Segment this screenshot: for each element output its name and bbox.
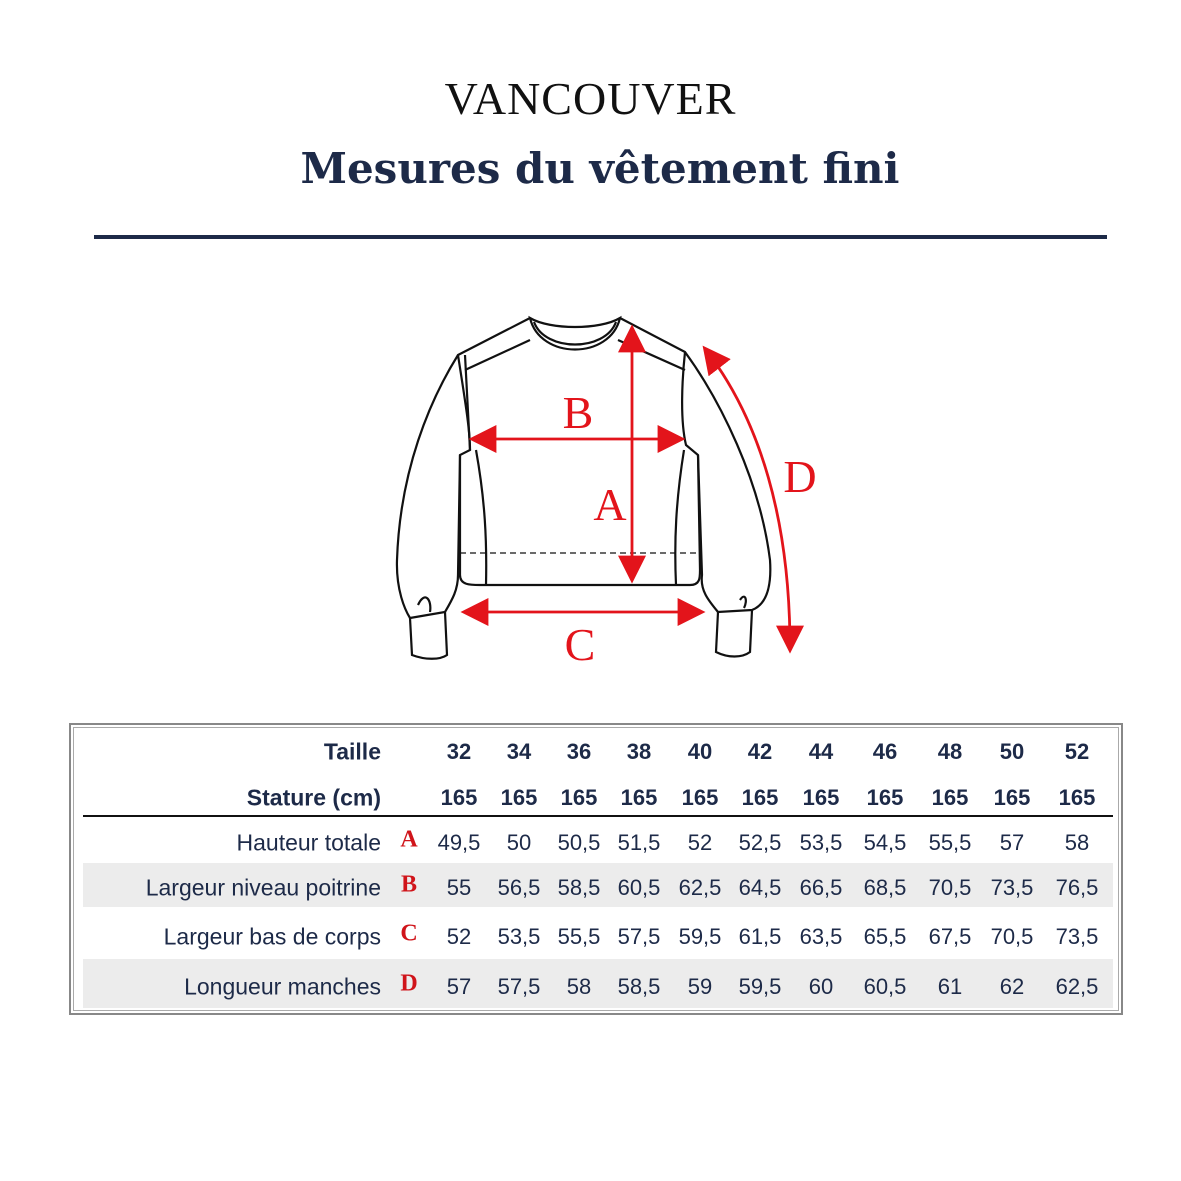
size-table	[69, 723, 1123, 1015]
stature-cell: 165	[741, 785, 779, 810]
size-label: Taille	[323, 738, 381, 765]
table-cell: 57,5	[497, 974, 541, 999]
divider	[94, 235, 1107, 239]
label-a: A	[593, 479, 626, 530]
sweater-diagram: A B C D	[395, 315, 817, 670]
row-label: Largeur bas de corps	[163, 923, 381, 950]
stature-cell: 165	[681, 785, 719, 810]
table-cell: 73,5	[990, 875, 1034, 900]
row-band	[83, 959, 1113, 1008]
table-cell: 49,5	[437, 830, 481, 855]
table-cell: 63,5	[799, 924, 843, 949]
table-cell: 56,5	[497, 875, 541, 900]
table-cell: 55,5	[557, 924, 601, 949]
measure-letter: B	[400, 871, 418, 898]
sweater-outline	[395, 315, 772, 660]
table-cell: 62,5	[678, 875, 722, 900]
table-cell: 53,5	[497, 924, 541, 949]
table-cell: 52	[687, 830, 713, 855]
table-cell: 68,5	[863, 875, 907, 900]
table-cell: 57,5	[617, 924, 661, 949]
table-cell: 61,5	[738, 924, 782, 949]
stature-cell: 165	[1058, 785, 1096, 810]
label-c: C	[565, 619, 596, 670]
stature-cell: 165	[560, 785, 598, 810]
size-header: 48	[937, 739, 963, 764]
table-cell: 59	[687, 974, 713, 999]
table-cell: 59,5	[738, 974, 782, 999]
stature-label: Stature (cm)	[246, 784, 381, 811]
size-header: 38	[626, 739, 652, 764]
table-cell: 70,5	[928, 875, 972, 900]
table-cell: 70,5	[990, 924, 1034, 949]
row-label: Largeur niveau poitrine	[145, 874, 381, 901]
table-cell: 60,5	[617, 875, 661, 900]
size-header: 46	[872, 739, 898, 764]
table-cell: 57	[446, 974, 472, 999]
table-cell: 58,5	[557, 875, 601, 900]
header-rule	[83, 815, 1113, 817]
table-cell: 61	[937, 974, 963, 999]
table-cell: 64,5	[738, 875, 782, 900]
stature-cell: 165	[620, 785, 658, 810]
arrow-d	[702, 345, 804, 654]
size-header: 34	[506, 739, 532, 764]
table-cell: 65,5	[863, 924, 907, 949]
table-cell: 67,5	[928, 924, 972, 949]
stature-cell: 165	[500, 785, 538, 810]
table-cell: 52	[446, 924, 472, 949]
size-header: 36	[566, 739, 592, 764]
measurement-arrows	[460, 324, 804, 654]
table-cell: 62,5	[1055, 974, 1099, 999]
table-cell: 58,5	[617, 974, 661, 999]
table-cell: 66,5	[799, 875, 843, 900]
measure-letter: D	[400, 970, 418, 997]
size-header: 52	[1064, 739, 1090, 764]
table-cell: 76,5	[1055, 875, 1099, 900]
size-header: 50	[999, 739, 1025, 764]
size-header: 42	[747, 739, 773, 764]
table-cell: 55,5	[928, 830, 972, 855]
size-header: 40	[687, 739, 713, 764]
stature-cell: 165	[931, 785, 969, 810]
measure-letter: C	[400, 920, 418, 947]
row-band	[83, 863, 1113, 907]
table-cell: 51,5	[617, 830, 661, 855]
table-cell: 50	[506, 830, 532, 855]
table-cell: 52,5	[738, 830, 782, 855]
table-cell: 58	[1064, 830, 1090, 855]
table-cell: 73,5	[1055, 924, 1099, 949]
table-cell: 55	[446, 875, 472, 900]
size-header: 32	[446, 739, 472, 764]
table-cell: 60	[808, 974, 834, 999]
row-label: Hauteur totale	[236, 829, 381, 856]
table-cell: 59,5	[678, 924, 722, 949]
table-cell: 57	[999, 830, 1025, 855]
page-title: Mesures du vêtement fini	[300, 144, 900, 193]
stature-cell: 165	[866, 785, 904, 810]
row-label: Longueur manches	[184, 973, 381, 1000]
size-header: 44	[808, 739, 834, 764]
table-cell: 53,5	[799, 830, 843, 855]
label-b: B	[563, 387, 594, 438]
label-d: D	[783, 451, 816, 502]
brand-name: VANCOUVER	[444, 73, 737, 124]
table-cell: 60,5	[863, 974, 907, 999]
stature-cell: 165	[802, 785, 840, 810]
table-cell: 58	[566, 974, 592, 999]
table-cell: 54,5	[863, 830, 907, 855]
stature-cell: 165	[993, 785, 1031, 810]
measure-letter: A	[400, 826, 418, 853]
table-cell: 62	[999, 974, 1025, 999]
table-cell: 50,5	[557, 830, 601, 855]
stature-cell: 165	[440, 785, 478, 810]
